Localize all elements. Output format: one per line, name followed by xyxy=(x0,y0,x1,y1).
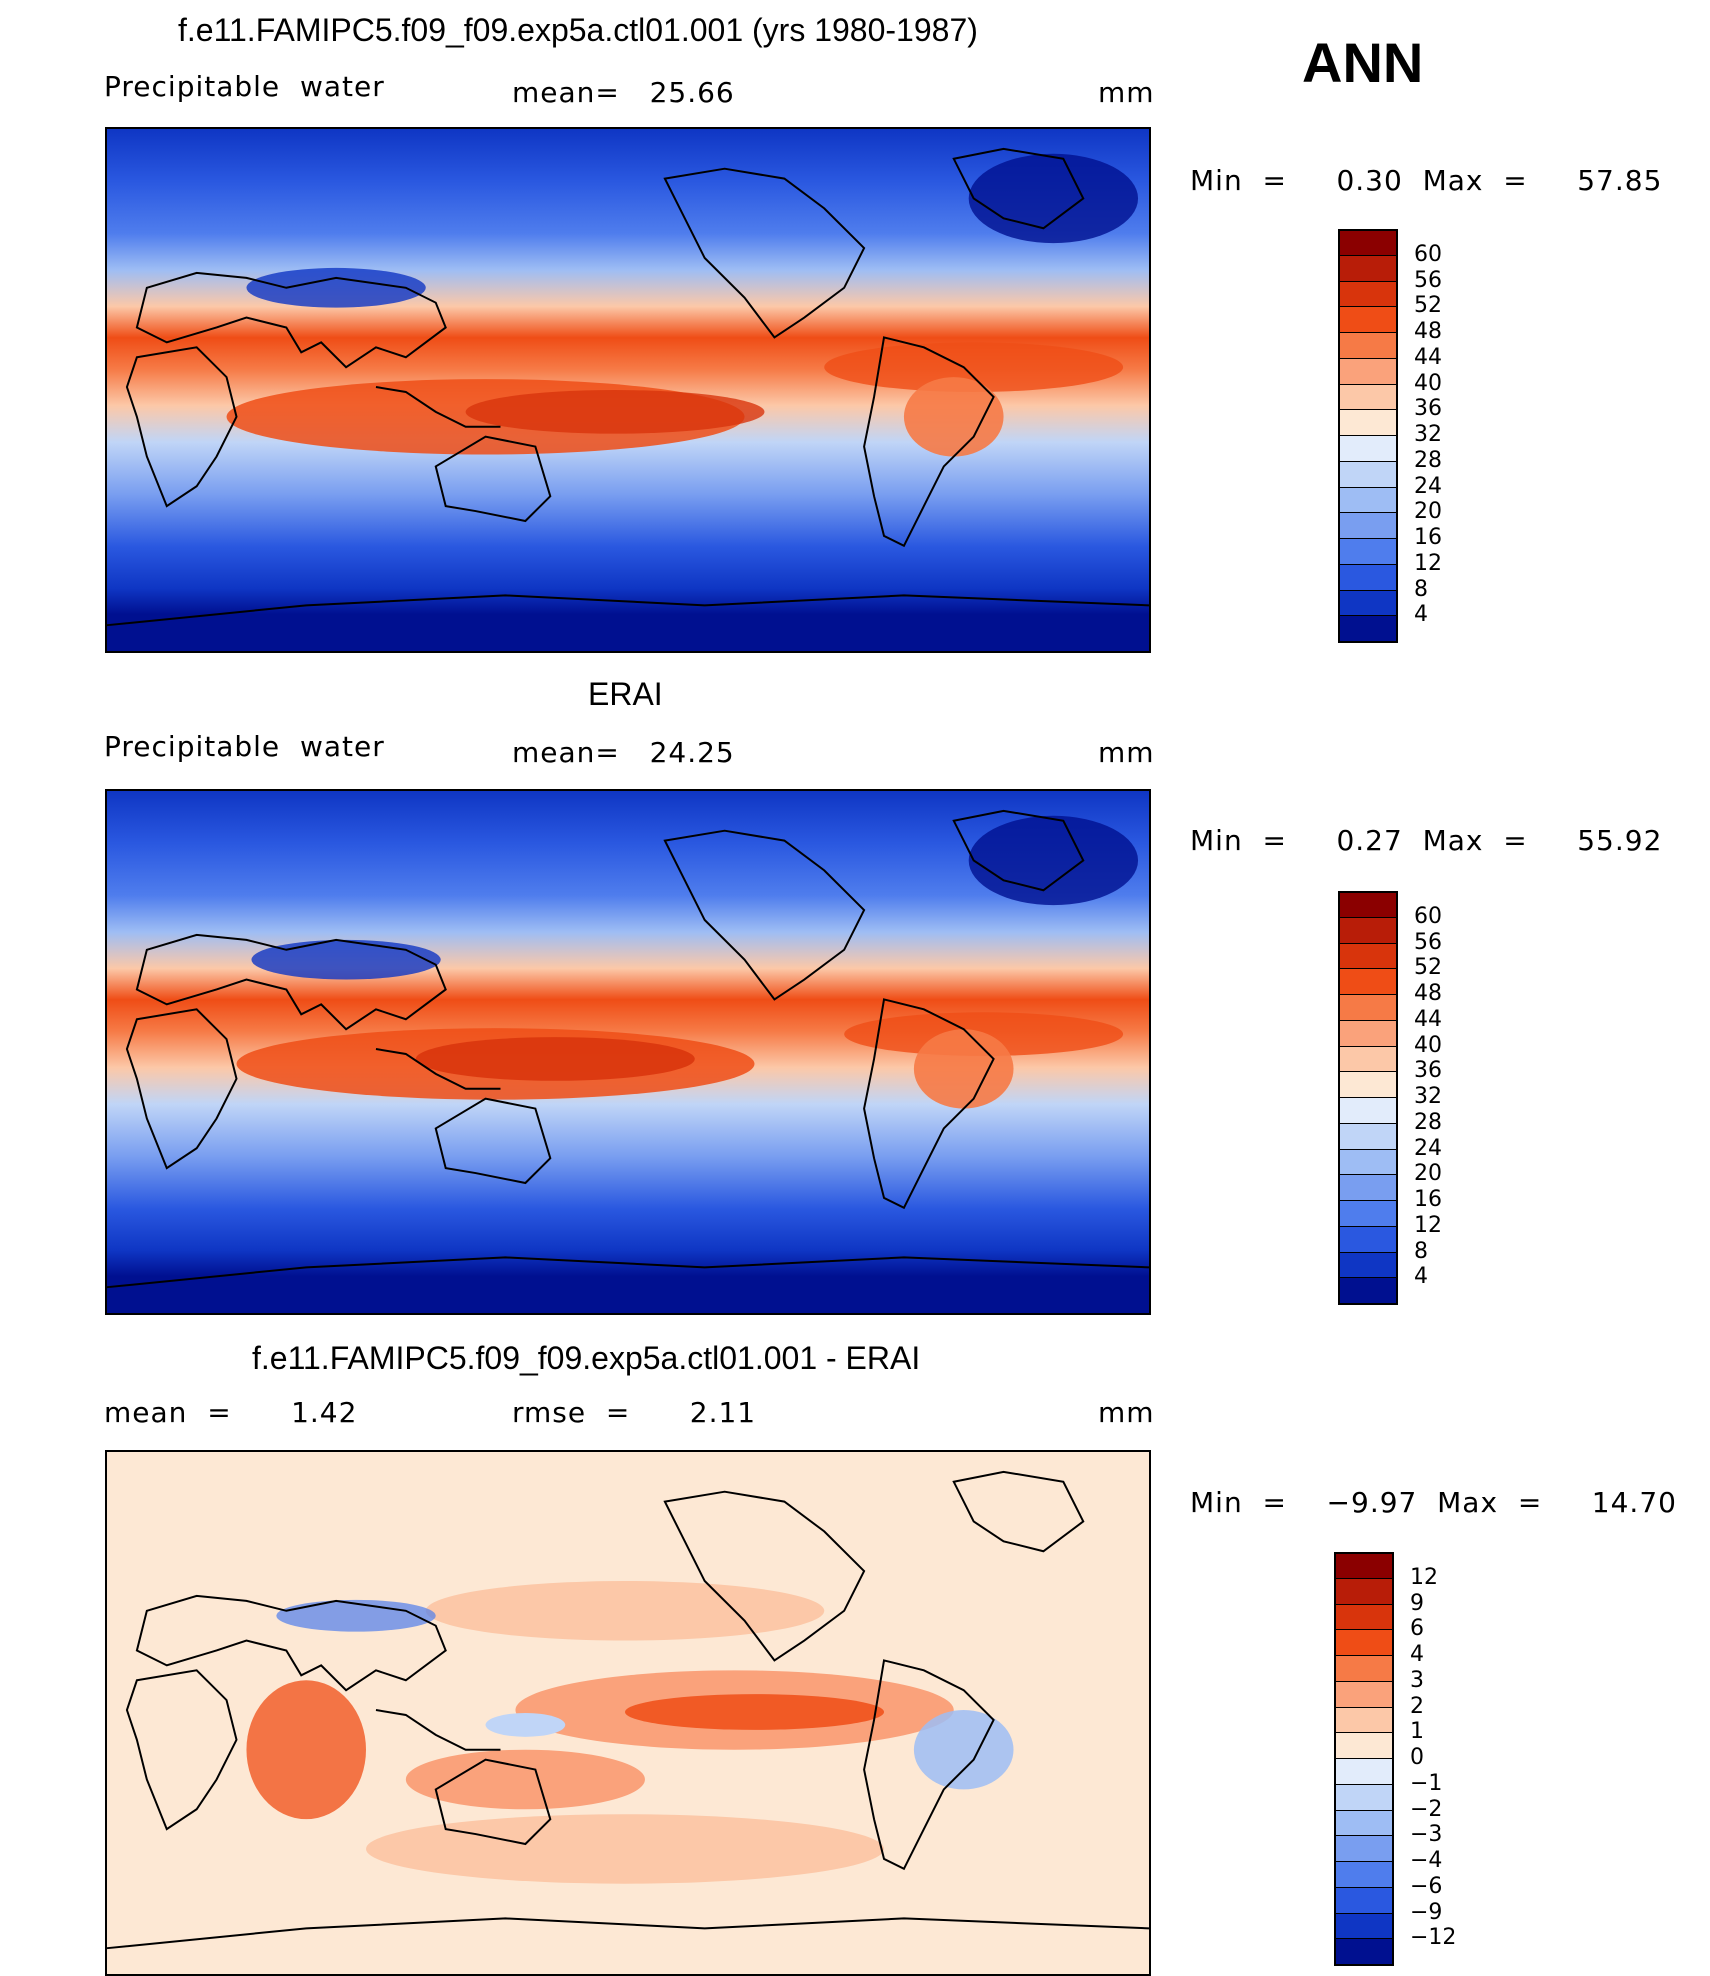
colorbar-tick-label: 48 xyxy=(1414,319,1442,344)
colorbar-tick-label: 48 xyxy=(1414,981,1442,1006)
colorbar-swatch xyxy=(1334,1783,1394,1811)
colorbar-frame xyxy=(1338,891,1398,1305)
panel-model-map xyxy=(105,127,1151,653)
colorbar-tick-label: 24 xyxy=(1414,473,1442,499)
colorbar-tick-label: 56 xyxy=(1414,929,1442,955)
colorbar-tick-label: 8 xyxy=(1414,576,1428,602)
colorbar-tick-label: 2 xyxy=(1410,1693,1424,1719)
colorbar-tick-label: 60 xyxy=(1414,903,1442,929)
colorbar-frame xyxy=(1338,229,1398,643)
panel-diff-map xyxy=(105,1450,1151,1976)
colorbar-swatch xyxy=(1334,1629,1394,1656)
colorbar-tick-label: 4 xyxy=(1414,602,1428,628)
panel-model-units: mm xyxy=(1098,76,1155,109)
panel-model-title: f.e11.FAMIPC5.f09_f09.exp5a.ctl01.001 (y… xyxy=(178,12,978,48)
panel-diff-map-svg xyxy=(107,1452,1149,1974)
panel-model-mean-label: mean= 25.66 xyxy=(512,76,735,109)
colorbar-tick-label: −1 xyxy=(1410,1770,1443,1796)
colorbar-frame xyxy=(1334,1552,1394,1966)
colorbar-swatch xyxy=(1338,332,1398,359)
colorbar-tick-label: −3 xyxy=(1410,1822,1443,1848)
panel-model-minmax: Min = 0.30 Max = 57.85 xyxy=(1190,164,1663,197)
colorbar-tick-label: 0 xyxy=(1410,1745,1424,1770)
panel-diff-minmax: Min = −9.97 Max = 14.70 xyxy=(1190,1486,1677,1519)
colorbar-tick-label: −4 xyxy=(1410,1848,1443,1873)
colorbar-tick-label: −2 xyxy=(1410,1796,1443,1822)
panel-model-map-svg xyxy=(107,129,1149,651)
colorbar-tick-label: 52 xyxy=(1414,293,1442,319)
colorbar-swatch xyxy=(1338,357,1398,385)
colorbar-tick-label: 4 xyxy=(1414,1264,1428,1290)
colorbar-swatch xyxy=(1338,942,1398,970)
colorbar-tick-label: 28 xyxy=(1414,1109,1442,1135)
panel-obs-map-svg xyxy=(107,791,1149,1313)
colorbar-tick-label: 40 xyxy=(1414,1032,1442,1058)
colorbar-tick-label: 8 xyxy=(1414,1238,1428,1264)
season-label: ANN xyxy=(1302,31,1424,94)
colorbar-tick-label: 56 xyxy=(1414,267,1442,293)
panel-obs-mean-label: mean= 24.25 xyxy=(512,736,735,769)
colorbar-tick-label: 16 xyxy=(1414,525,1442,550)
colorbar-tick-label: 9 xyxy=(1410,1590,1424,1616)
panel-obs-title: ERAI xyxy=(588,676,663,712)
colorbar-tick-label: 12 xyxy=(1414,550,1442,576)
colorbar-tick-label: 28 xyxy=(1414,447,1442,473)
colorbar-tick-label: −6 xyxy=(1410,1873,1443,1899)
colorbar-swatch xyxy=(1334,1758,1394,1785)
colorbar-tick-label: 12 xyxy=(1414,1212,1442,1238)
colorbar-tick-label: 44 xyxy=(1414,344,1442,370)
panel-obs-minmax: Min = 0.27 Max = 55.92 xyxy=(1190,824,1663,857)
colorbar-swatch xyxy=(1334,1861,1394,1888)
colorbar-tick-label: 3 xyxy=(1410,1667,1424,1693)
colorbar-tick-label: −12 xyxy=(1410,1925,1457,1951)
colorbar-tick-label: 40 xyxy=(1414,370,1442,396)
colorbar-tick-label: 24 xyxy=(1414,1135,1442,1161)
colorbar-tick-label: 6 xyxy=(1410,1616,1424,1642)
colorbar-tick-label: 52 xyxy=(1414,955,1442,981)
colorbar-tick-label: 32 xyxy=(1414,1084,1442,1109)
colorbar-swatch xyxy=(1338,1122,1398,1150)
colorbar-swatch xyxy=(1338,615,1398,642)
colorbar-swatch xyxy=(1338,968,1398,995)
colorbar-tick-label: 60 xyxy=(1414,241,1442,267)
colorbar-tick-label: 32 xyxy=(1414,422,1442,447)
colorbar-swatch xyxy=(1334,1680,1394,1708)
panel-model-variable-label: Precipitable water xyxy=(104,70,385,103)
colorbar-tick-label: 20 xyxy=(1414,499,1442,525)
colorbar-swatch xyxy=(1338,409,1398,436)
colorbar-swatch xyxy=(1334,1912,1394,1940)
panel-obs-variable-label: Precipitable water xyxy=(104,730,385,763)
panel-obs-map xyxy=(105,789,1151,1315)
colorbar-tick-label: 12 xyxy=(1410,1564,1438,1590)
panel-diff-rmse-label: rmse = 2.11 xyxy=(512,1396,757,1429)
panel-obs-units: mm xyxy=(1098,736,1155,769)
colorbar-tick-label: −9 xyxy=(1410,1899,1443,1925)
colorbar-swatch xyxy=(1334,1886,1394,1914)
colorbar-tick-label: 36 xyxy=(1414,396,1442,422)
colorbar-tick-label: 1 xyxy=(1410,1719,1424,1745)
colorbar-tick-label: 44 xyxy=(1414,1006,1442,1032)
colorbar-swatch xyxy=(1338,589,1398,617)
colorbar-tick-label: 20 xyxy=(1414,1161,1442,1187)
colorbar-tick-label: 36 xyxy=(1414,1058,1442,1084)
panel-diff-units: mm xyxy=(1098,1396,1155,1429)
colorbar-tick-label: 4 xyxy=(1410,1642,1424,1667)
colorbar-swatch xyxy=(1334,1577,1394,1605)
colorbar-swatch xyxy=(1334,1706,1394,1734)
colorbar-tick-label: 16 xyxy=(1414,1187,1442,1212)
panel-diff-mean-label: mean = 1.42 xyxy=(104,1396,358,1429)
colorbar-swatch xyxy=(1334,1655,1394,1682)
panel-diff-title: f.e11.FAMIPC5.f09_f09.exp5a.ctl01.001 - … xyxy=(252,1340,921,1376)
colorbar-swatch xyxy=(1338,994,1398,1021)
colorbar-swatch xyxy=(1338,254,1398,282)
